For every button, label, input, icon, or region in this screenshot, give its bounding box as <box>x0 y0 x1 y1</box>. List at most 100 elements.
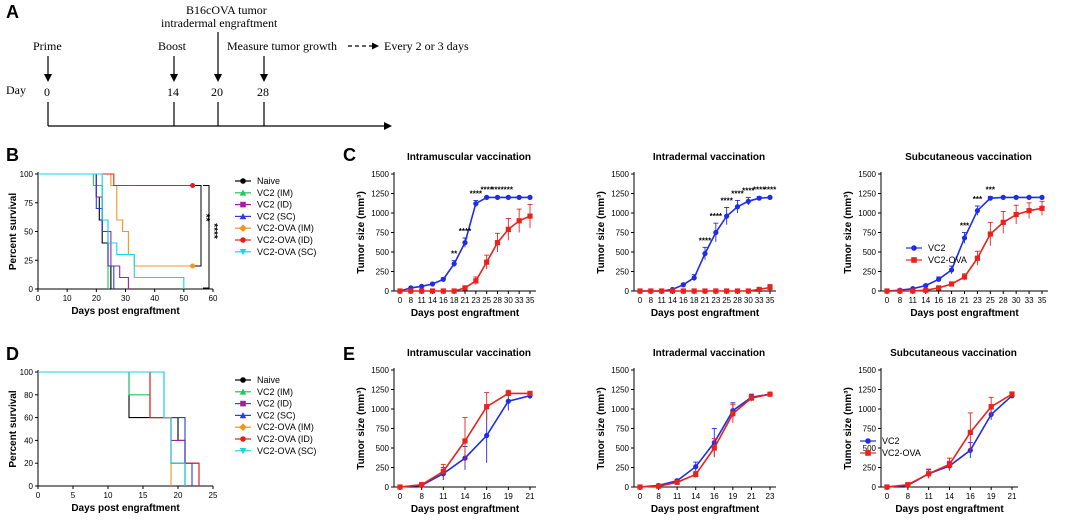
data-point-vc2 <box>767 194 773 200</box>
data-point-vc2-ova <box>505 226 511 232</box>
data-point-vc2 <box>948 267 955 273</box>
legend-label-vc2-ova-sc: VC2-OVA (SC) <box>257 446 316 456</box>
data-point-vc2-ova <box>659 288 665 294</box>
data-point-vc2 <box>419 283 425 289</box>
x-tick-label: 11 <box>418 296 427 305</box>
y-tick-label: 0 <box>625 287 630 296</box>
y-tick-label: 750 <box>376 229 390 238</box>
x-tick-label: 0 <box>36 294 41 303</box>
x-tick-label: 16 <box>679 296 688 305</box>
x-tick-label: 0 <box>885 492 890 501</box>
survival-curve-naive <box>38 371 186 486</box>
y-tick-label: 1250 <box>371 386 389 395</box>
x-tick-label: 0 <box>638 296 643 305</box>
y-tick-label: 250 <box>616 268 630 277</box>
y-tick-label: 0 <box>625 483 630 492</box>
y-axis-title: Tumor size (mm³) <box>843 191 854 274</box>
x-tick-label: 19 <box>504 492 513 501</box>
y-tick-label: 20 <box>24 459 33 468</box>
significance-bracket-1 <box>195 185 202 267</box>
legend-swatch-marker <box>240 377 246 383</box>
data-point-vc2-ova <box>440 468 446 474</box>
x-tick-label: 0 <box>638 492 643 501</box>
y-tick-label: 50 <box>24 228 33 237</box>
y-tick-label: 100 <box>20 170 34 179</box>
chart-title: Intramuscular vaccination <box>407 152 531 163</box>
data-point-vc2-ova <box>988 404 994 410</box>
x-tick-label: 30 <box>744 296 753 305</box>
panel-letter-c: C <box>343 145 356 165</box>
survival-curve-vc2-im <box>38 173 109 289</box>
censor-dot-vc2-ova-im <box>190 263 196 269</box>
data-point-vc2 <box>987 195 993 201</box>
x-tick-label: 14 <box>945 492 954 501</box>
x-tick-label: 19 <box>987 492 996 501</box>
series-vc2 <box>397 194 533 294</box>
x-tick-label: 28 <box>999 296 1008 305</box>
x-tick-label: 50 <box>179 294 188 303</box>
legend-swatch-marker <box>240 178 246 184</box>
data-point-vc2 <box>961 235 968 241</box>
timeline-arrowhead-measure <box>260 74 268 82</box>
data-point-vc2-ova <box>711 445 717 451</box>
legend-swatch-marker <box>865 450 871 456</box>
legend-label-vc2-sc: VC2 (SC) <box>257 410 296 420</box>
data-point-vc2 <box>702 250 708 257</box>
survival-curve-vc2-im <box>38 371 186 486</box>
data-point-vc2 <box>680 282 686 288</box>
data-point-vc2 <box>756 195 762 201</box>
x-tick-label: 0 <box>36 491 41 500</box>
legend-swatch-marker <box>911 245 917 251</box>
timeline-day-label: Day <box>6 83 26 97</box>
legend-label-vc2-im: VC2 (IM) <box>257 387 293 397</box>
data-point-vc2-ova <box>637 484 643 490</box>
x-tick-label: 16 <box>710 492 719 501</box>
significance-star: ** <box>451 250 458 259</box>
data-point-vc2-ova <box>527 390 533 396</box>
y-tick-label: 500 <box>616 248 630 257</box>
y-tick-label: 750 <box>616 229 630 238</box>
x-axis-title: Days post engraftment <box>651 308 760 319</box>
chart-title: Intradermal vaccination <box>653 348 765 359</box>
x-tick-label: 25 <box>986 296 995 305</box>
data-point-vc2-ova <box>494 240 501 246</box>
x-tick-label: 19 <box>728 492 737 501</box>
data-point-vc2 <box>484 194 490 200</box>
significance-label-1: ** <box>200 214 211 222</box>
x-tick-label: 23 <box>766 492 775 501</box>
censor-dot-vc2-ova-id <box>190 183 196 188</box>
data-point-vc2-ova <box>974 255 981 261</box>
x-tick-label: 8 <box>656 492 661 501</box>
survival-curve-vc2-id <box>38 173 129 289</box>
x-tick-label: 14 <box>668 296 677 305</box>
legend-swatch-marker <box>239 249 247 256</box>
data-point-vc2 <box>451 261 457 267</box>
series-vc2-ova-sc <box>38 371 186 486</box>
series-vc2-id <box>38 371 200 486</box>
data-point-vc2 <box>505 398 511 404</box>
data-point-vc2-ova <box>527 213 533 219</box>
data-point-vc2-ova <box>680 288 686 294</box>
x-tick-label: 8 <box>419 492 424 501</box>
timeline-day-0: 0 <box>44 85 50 99</box>
legend-label-vc2-ova: VC2-OVA <box>882 448 921 458</box>
x-tick-label: 20 <box>92 294 101 303</box>
data-point-vc2-ova <box>655 483 662 489</box>
y-tick-label: 1000 <box>371 405 389 414</box>
data-point-vc2-ova <box>1009 391 1015 397</box>
x-tick-label: 18 <box>690 296 699 305</box>
legend-swatch-marker <box>240 400 246 407</box>
data-point-vc2 <box>1000 194 1006 200</box>
x-axis-title: Days post engraftment <box>910 308 1019 319</box>
data-point-vc2-ova <box>451 288 457 294</box>
y-tick-label: 1500 <box>371 366 389 375</box>
panel-letter-b: B <box>6 145 19 165</box>
y-axis-title: Tumor size (mm³) <box>843 387 854 470</box>
x-tick-label: 30 <box>1012 296 1021 305</box>
y-tick-label: 250 <box>376 464 390 473</box>
data-point-vc2-ova <box>897 288 903 294</box>
y-axis-title: Tumor size (mm³) <box>356 191 367 274</box>
chart-title: Subcutaneous vaccination <box>890 348 1017 359</box>
series-vc2-ova-id <box>38 173 196 188</box>
